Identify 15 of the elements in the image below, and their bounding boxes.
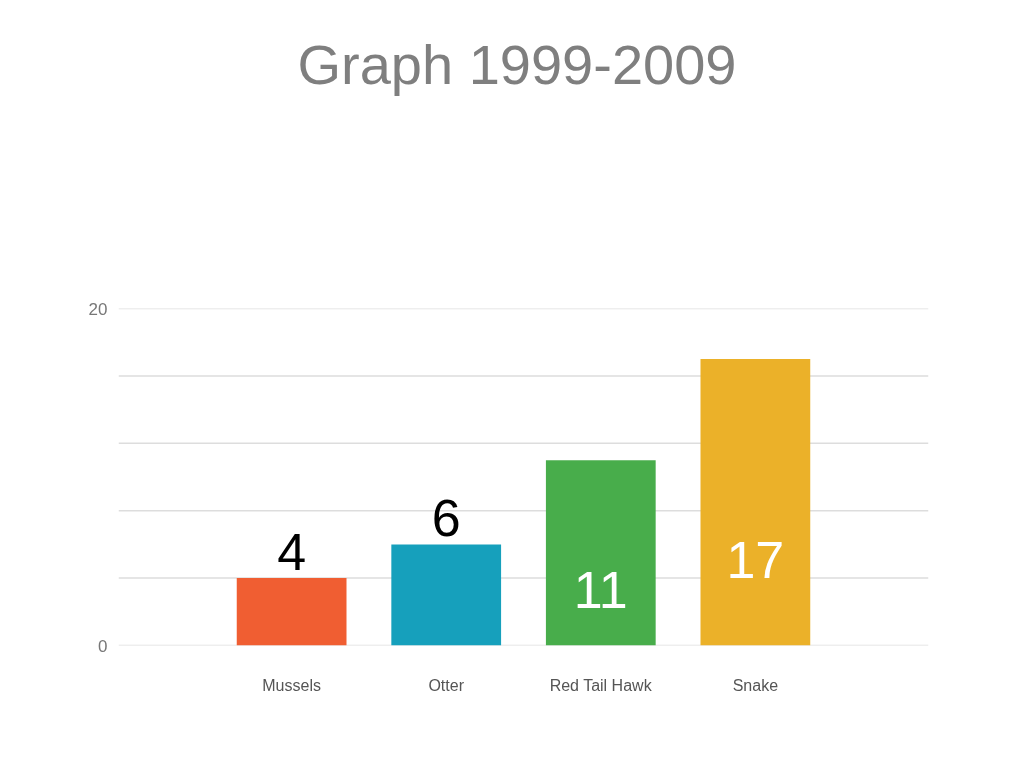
- x-tick-label: Otter: [428, 676, 465, 694]
- data-label: 17: [726, 530, 785, 589]
- data-label: 4: [277, 523, 307, 582]
- data-label: 11: [573, 560, 628, 619]
- bar: [545, 460, 656, 646]
- bar: [236, 578, 347, 646]
- x-tick-label: Red Tail Hawk: [549, 676, 653, 694]
- bar: [700, 359, 811, 646]
- x-tick-label: Mussels: [262, 676, 321, 694]
- x-tick-label: Snake: [732, 676, 779, 694]
- y-tick-label: 0: [98, 636, 108, 656]
- chart-title: Graph 1999-2009: [297, 32, 737, 98]
- bar: [391, 544, 502, 646]
- data-label: 6: [431, 489, 461, 548]
- y-tick-label: 20: [88, 299, 108, 319]
